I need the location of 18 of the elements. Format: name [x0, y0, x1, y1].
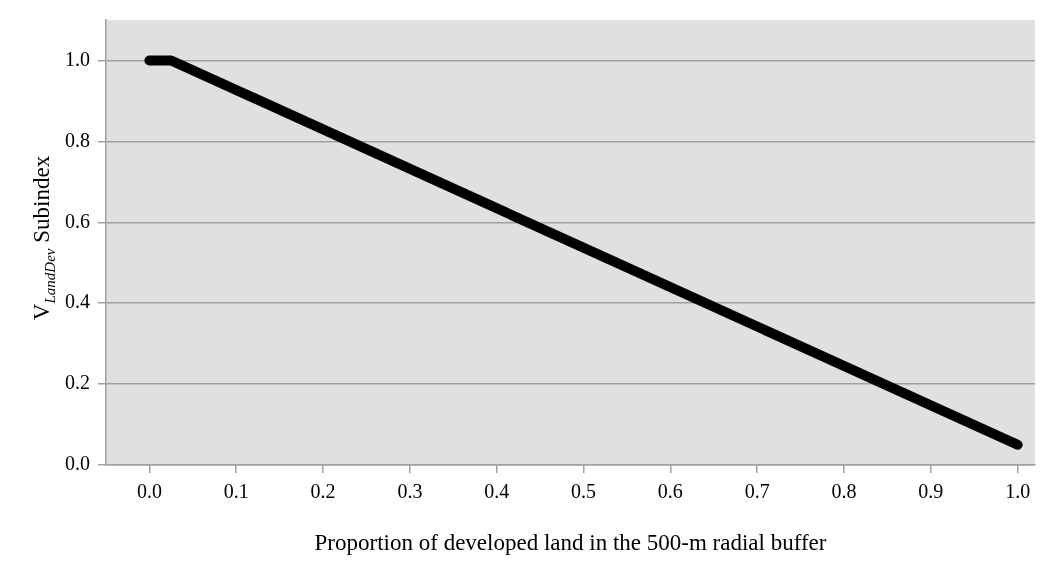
- x-tick-label: 0.6: [657, 480, 683, 503]
- x-tick-label: 0.1: [223, 480, 249, 503]
- x-tick-label: 0.0: [136, 480, 162, 503]
- x-tick-label: 0.2: [310, 480, 336, 503]
- y-tick-label: 0.8: [65, 128, 90, 151]
- y-tick-label: 0.0: [65, 452, 90, 475]
- y-tick-label: 1.0: [65, 47, 90, 70]
- x-tick-label: 0.8: [831, 480, 857, 503]
- y-tick-label: 0.2: [65, 371, 90, 394]
- x-tick-label: 0.3: [397, 480, 423, 503]
- y-tick-label: 0.6: [65, 209, 90, 232]
- x-axis-title: Proportion of developed land in the 500-m radial buffer: [314, 530, 827, 556]
- x-tick-label: 0.4: [484, 480, 510, 503]
- x-tick-label: 0.5: [571, 480, 597, 503]
- x-tick-label: 0.7: [744, 480, 770, 503]
- x-tick-label: 0.9: [918, 480, 944, 503]
- x-tick-label: 1.0: [1005, 480, 1031, 503]
- y-tick-label: 0.4: [65, 290, 90, 313]
